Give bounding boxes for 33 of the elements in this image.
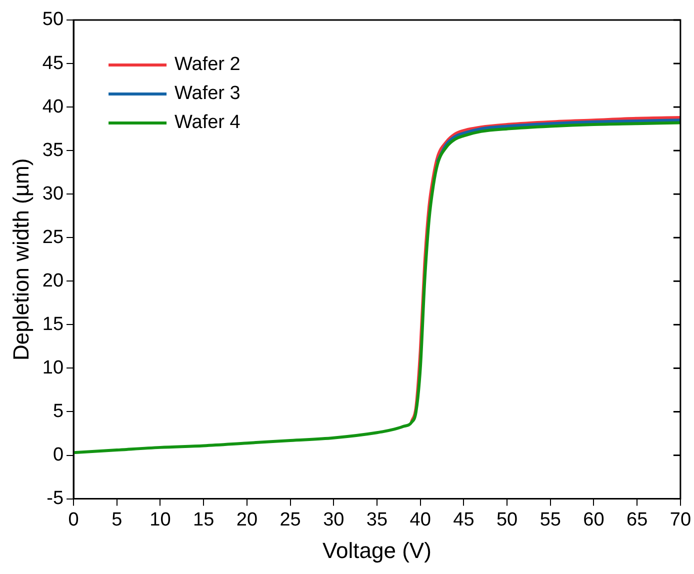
legend-label: Wafer 3 bbox=[174, 83, 240, 104]
y-tick-label: 15 bbox=[42, 314, 64, 335]
x-tick-label: 45 bbox=[453, 509, 474, 530]
y-tick-label: 25 bbox=[42, 226, 64, 248]
x-tick-label: 35 bbox=[366, 509, 388, 530]
x-tick-label: 65 bbox=[626, 509, 648, 530]
y-axis-title: Depletion width (µm) bbox=[8, 158, 34, 360]
legend-label: Wafer 2 bbox=[174, 54, 240, 76]
x-tick-label: 50 bbox=[496, 509, 518, 530]
x-tick-label: 10 bbox=[150, 509, 171, 530]
y-tick-label: 40 bbox=[42, 96, 64, 118]
y-tick-label: 20 bbox=[42, 270, 64, 292]
legend-label: Wafer 4 bbox=[174, 112, 241, 134]
y-tick-label: 45 bbox=[42, 52, 64, 74]
x-tick-label: 55 bbox=[540, 509, 561, 530]
y-tick-label: 0 bbox=[52, 444, 64, 466]
y-tick-label: 10 bbox=[42, 357, 64, 378]
x-tick-label: 70 bbox=[670, 509, 692, 530]
x-tick-label: 25 bbox=[280, 509, 301, 530]
x-tick-label: 15 bbox=[193, 509, 214, 530]
y-tick-label: 50 bbox=[42, 9, 64, 30]
x-tick-label: 5 bbox=[112, 509, 122, 530]
x-tick-label: 0 bbox=[68, 509, 79, 530]
y-tick-label: -5 bbox=[46, 488, 64, 510]
line-series bbox=[436, 118, 680, 163]
x-axis-title: Voltage (V) bbox=[322, 538, 432, 563]
x-tick-label: 30 bbox=[323, 509, 344, 530]
y-tick-label: 30 bbox=[42, 183, 64, 204]
x-tick-label: 40 bbox=[410, 509, 431, 530]
y-tick-label: 35 bbox=[42, 140, 64, 161]
x-tick-label: 60 bbox=[583, 509, 604, 530]
x-tick-label: 20 bbox=[236, 509, 258, 530]
y-tick-label: 5 bbox=[52, 400, 64, 422]
